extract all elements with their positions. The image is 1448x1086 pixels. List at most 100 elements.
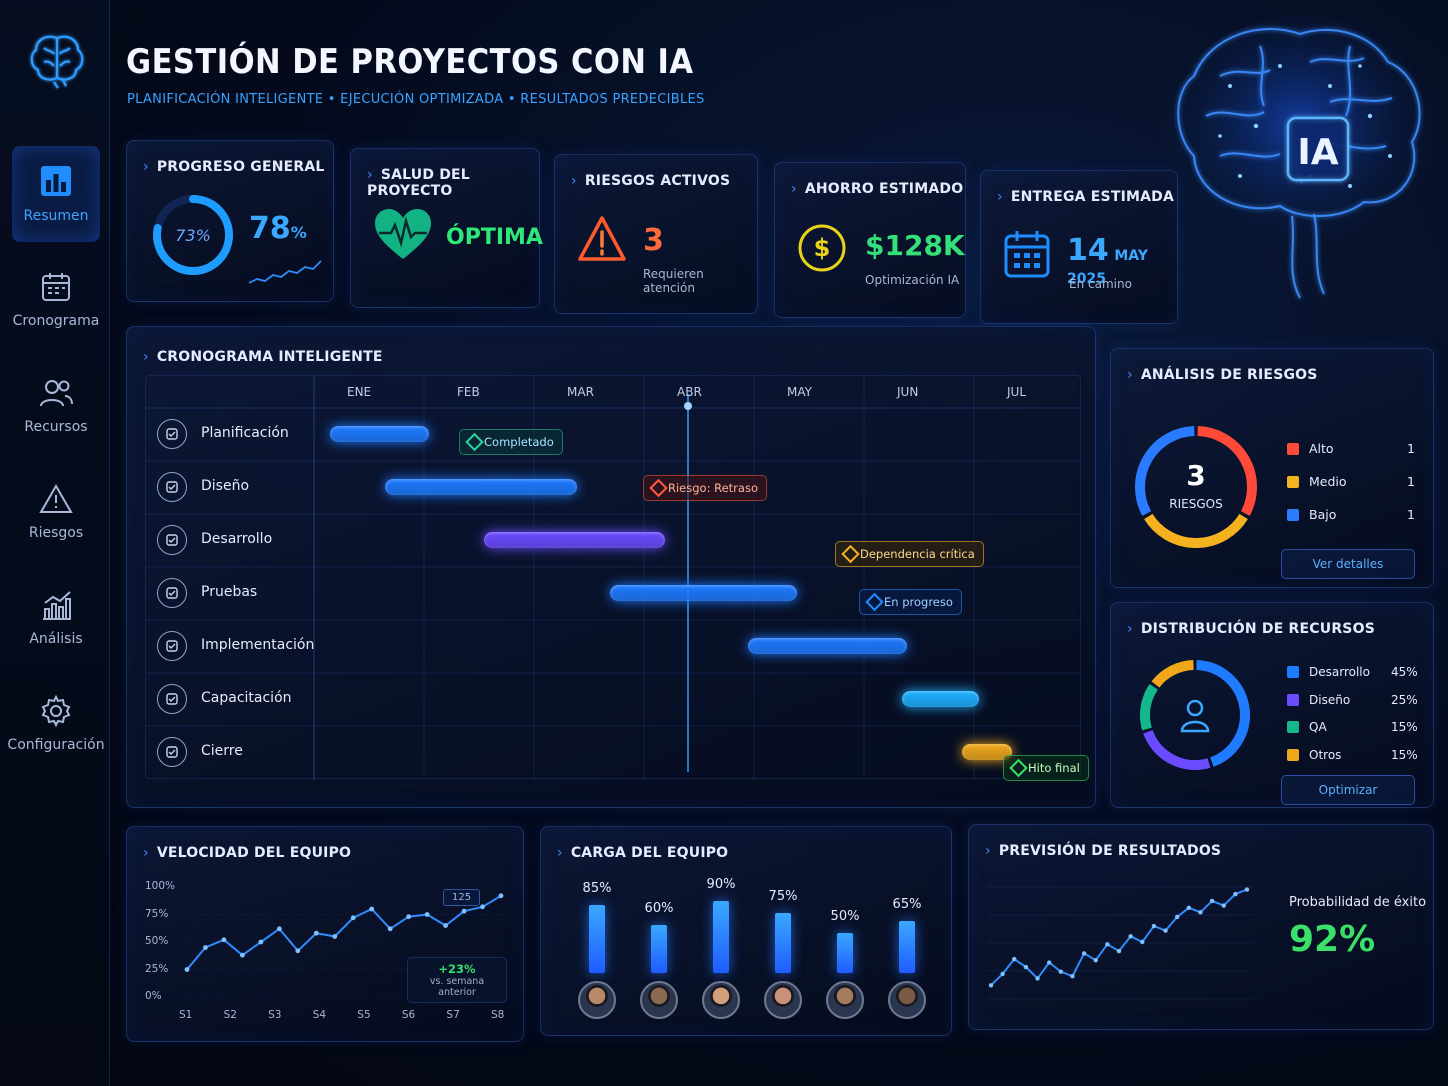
risks-value: 3: [643, 223, 664, 258]
task-label: Capacitación: [201, 689, 292, 706]
gantt-bar[interactable]: [384, 478, 577, 495]
legend-label: QA: [1309, 720, 1327, 734]
velocity-point: [461, 908, 467, 914]
month-label-jun: JUN: [897, 385, 919, 399]
velocity-delta: +23%: [438, 962, 476, 976]
team-member-avatar[interactable]: [826, 981, 864, 1019]
velocity-point: [424, 912, 430, 917]
team-member-avatar[interactable]: [702, 981, 740, 1019]
view-details-button[interactable]: Ver detalles: [1281, 549, 1415, 579]
gantt-bar[interactable]: [610, 584, 797, 601]
load-value: 50%: [830, 909, 860, 924]
task-icon: [157, 577, 187, 608]
forecast-point: [1000, 971, 1005, 977]
velocity-point: [313, 930, 319, 936]
velocity-point: [184, 967, 190, 972]
resource-legend-item: Otros: [1287, 748, 1341, 762]
risk-donut-segment: [1197, 426, 1257, 516]
gantt-bar[interactable]: [329, 425, 429, 442]
sidebar-item-resumen[interactable]: Resumen: [12, 146, 100, 242]
sidebar-item-configuracion[interactable]: Configuración: [7, 676, 105, 772]
velocity-point: [406, 914, 412, 920]
resources-donut-segment: [1140, 684, 1158, 731]
page-subtitle: PLANIFICACIÓN INTELIGENTE • EJECUCIÓN OP…: [127, 92, 705, 107]
legend-label: Diseño: [1309, 692, 1351, 707]
month-label-may: MAY: [787, 385, 812, 399]
sidebar-item-label: Configuración: [7, 737, 105, 753]
forecast-point: [1070, 974, 1075, 979]
legend-swatch: [1287, 721, 1299, 733]
card-title: RIESGOS ACTIVOS: [571, 173, 730, 189]
team-member-avatar[interactable]: [578, 981, 616, 1019]
x-tick-label: S4: [312, 1009, 327, 1021]
load-value: 85%: [582, 881, 612, 896]
legend-label: Medio: [1309, 474, 1347, 489]
optimize-button[interactable]: Optimizar: [1281, 775, 1415, 805]
tag-risk-delay: Riesgo: Retraso: [643, 475, 767, 501]
kpi-progress-card[interactable]: PROGRESO GENERAL 73% 78%: [126, 140, 334, 302]
load-value: 75%: [768, 889, 798, 904]
success-probability-label: Probabilidad de éxito: [1289, 895, 1427, 910]
sidebar-item-recursos[interactable]: Recursos: [12, 358, 100, 454]
load-bar: [775, 913, 791, 973]
progress-ring-label: 73%: [175, 226, 211, 245]
load-bar: [837, 933, 853, 973]
legend-label: Desarrollo: [1309, 665, 1370, 679]
sidebar: Resumen Cronograma Recursos Riesgos Anál…: [0, 0, 110, 1086]
warning-icon: [39, 483, 73, 513]
forecast-point: [1233, 891, 1238, 897]
tag-critical-dependency: Dependencia crítica: [835, 541, 984, 567]
sidebar-item-cronograma[interactable]: Cronograma: [12, 252, 100, 348]
progress-value: 78%: [249, 211, 307, 246]
sidebar-item-riesgos[interactable]: Riesgos: [12, 464, 100, 560]
resources-donut-segment: [1151, 660, 1194, 688]
forecast-point: [988, 983, 994, 988]
forecast-point: [1174, 914, 1180, 920]
dollar-coin-icon: $: [798, 224, 846, 272]
kpi-delivery-card[interactable]: ENTREGA ESTIMADA 14 MAY 2025 En camino: [980, 170, 1178, 324]
forecast-point: [1198, 910, 1203, 915]
gantt-grid: [146, 376, 1082, 780]
heart-pulse-icon: [375, 209, 431, 259]
legend-value: 1: [1407, 441, 1415, 456]
risk-total: 3: [1186, 459, 1206, 492]
risk-donut-segment: [1135, 426, 1195, 516]
gantt-area: [145, 375, 1082, 780]
month-label-ene: ENE: [347, 385, 372, 399]
velocity-point: [498, 893, 504, 899]
gantt-bar[interactable]: [483, 531, 665, 548]
task-label: Planificación: [201, 424, 289, 441]
kpi-savings-card[interactable]: AHORRO ESTIMADO $ $128K Optimización IA: [774, 162, 966, 318]
legend-swatch: [1287, 442, 1299, 455]
tag-final-milestone: Hito final: [1003, 755, 1089, 781]
gantt-bar[interactable]: [747, 637, 907, 654]
delivery-caption: En camino: [1069, 277, 1132, 291]
legend-swatch: [1287, 748, 1299, 761]
velocity-delta-caption: vs. semana anterior: [429, 976, 485, 998]
kpi-health-card[interactable]: SALUD DEL PROYECTO ÓPTIMA: [350, 148, 543, 308]
forecast-point: [1140, 939, 1145, 945]
risks-caption: Requieren atención: [643, 267, 704, 295]
gantt-bar[interactable]: [901, 690, 979, 707]
card-title: CRONOGRAMA INTELIGENTE: [143, 349, 383, 365]
card-title: DISTRIBUCIÓN DE RECURSOS: [1127, 621, 1375, 637]
gantt-bar[interactable]: [962, 743, 1012, 760]
velocity-point: [480, 904, 485, 910]
team-member-avatar[interactable]: [640, 981, 678, 1019]
kpi-risks-card[interactable]: RIESGOS ACTIVOS 3 Requieren atención: [554, 154, 758, 314]
team-member-avatar[interactable]: [888, 981, 926, 1019]
forecast-point: [1116, 948, 1122, 954]
velocity-point: [203, 945, 208, 950]
velocity-point: [295, 948, 301, 954]
forecast-point: [1163, 928, 1168, 933]
x-tick-label: S7: [446, 1009, 460, 1021]
sidebar-item-analisis[interactable]: Análisis: [12, 570, 100, 666]
resource-legend-item: QA: [1287, 720, 1327, 734]
resources-card: DISTRIBUCIÓN DE RECURSOS Desarrollo 45% Di…: [1110, 602, 1434, 808]
task-label: Implementación: [201, 636, 315, 653]
team-member-avatar[interactable]: [764, 981, 802, 1019]
velocity-point: [332, 934, 338, 939]
task-icon: [157, 524, 187, 555]
risk-donut-segment: [1144, 513, 1248, 548]
user-icon: [1180, 699, 1210, 733]
